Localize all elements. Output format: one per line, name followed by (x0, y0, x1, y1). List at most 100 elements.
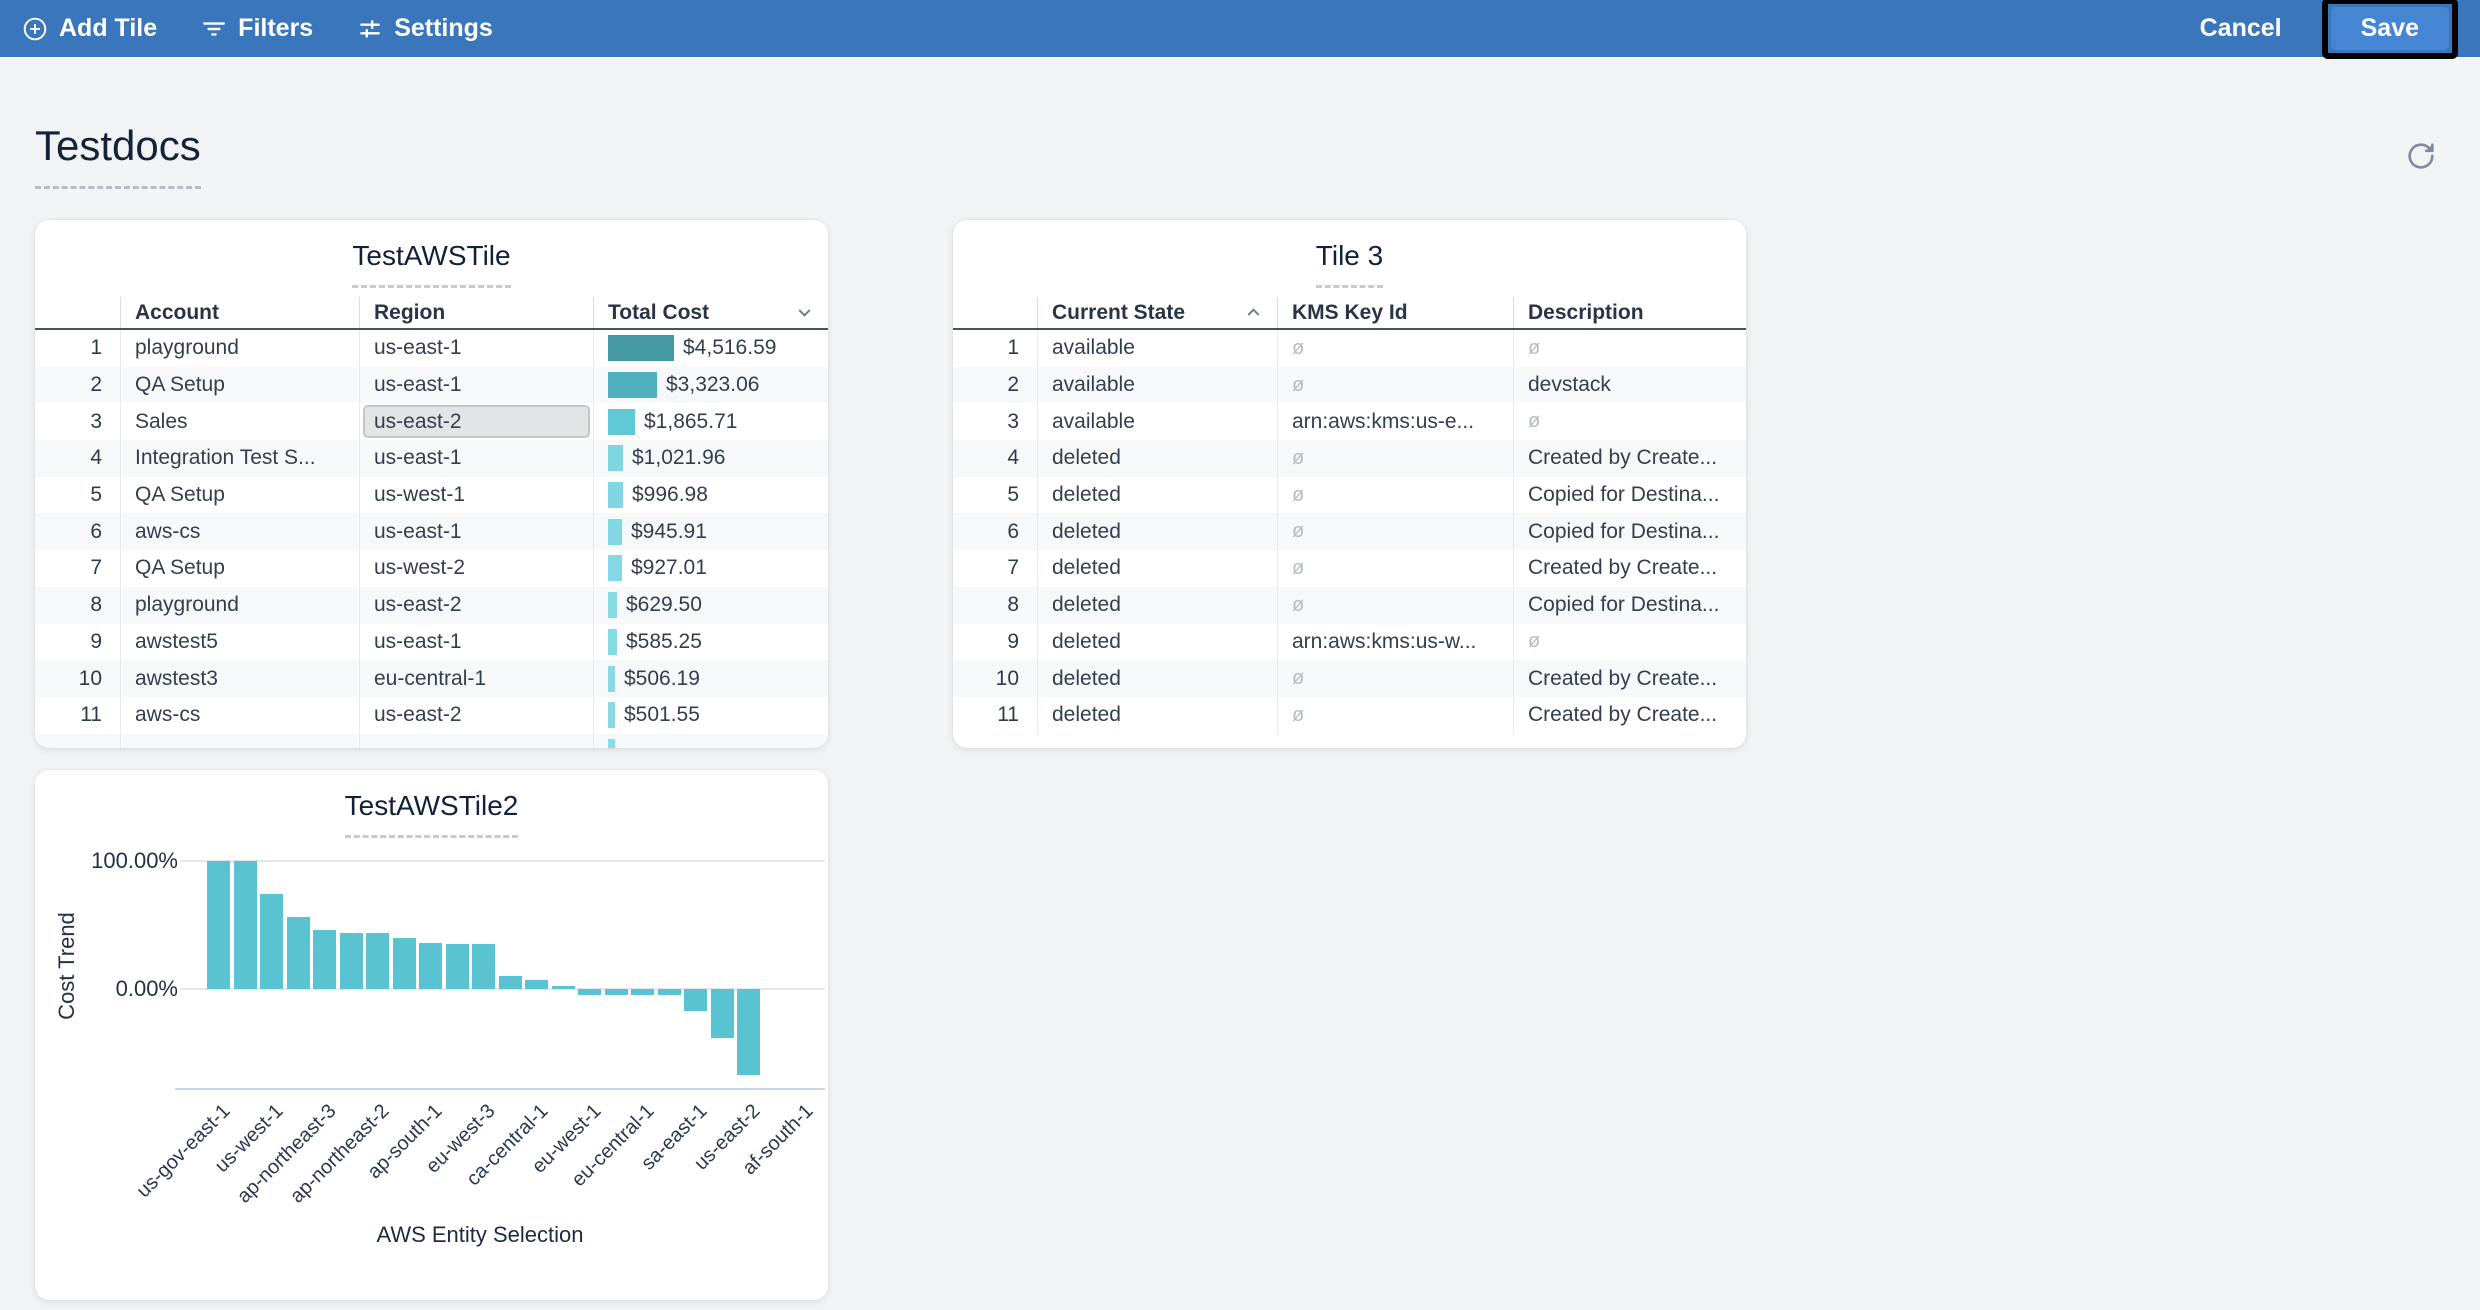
column-header-description[interactable]: Description (1528, 300, 1644, 324)
settings-button[interactable]: Settings (357, 14, 493, 43)
cell-account[interactable]: QA Setup (121, 366, 360, 404)
cell-region[interactable] (360, 733, 594, 748)
cell-current-state[interactable]: available (1038, 366, 1278, 404)
chart-bar (578, 989, 601, 996)
cell-current-state[interactable]: deleted (1038, 513, 1278, 551)
table-row: 4 Integration Test S... us-east-1 $1,021.96 (35, 440, 828, 477)
cell-kms-key-id[interactable]: arn:aws:kms:us-w... (1278, 623, 1514, 661)
y-axis-title: Cost Trend (54, 912, 79, 1020)
cell-description[interactable]: Created by Create... (1528, 446, 1718, 470)
cell-total-cost[interactable]: $585.25 (594, 624, 828, 661)
cell-total-cost[interactable]: $506.19 (594, 660, 828, 697)
row-number: 2 (35, 366, 121, 404)
plus-circle-icon (22, 16, 48, 42)
page-title[interactable]: Testdocs (35, 122, 201, 189)
cell-total-cost[interactable]: $1,021.96 (594, 440, 828, 477)
cell-kms-key-id[interactable]: ø (1278, 366, 1514, 404)
column-header-account[interactable]: Account (121, 297, 360, 328)
cancel-button[interactable]: Cancel (2199, 14, 2282, 42)
cell-description[interactable]: devstack (1528, 373, 1611, 397)
cell-description[interactable]: ø (1528, 336, 1541, 359)
cell-region[interactable]: us-east-1 (360, 623, 594, 661)
cell-description[interactable]: Created by Create... (1528, 556, 1718, 580)
cell-account[interactable]: playground (121, 586, 360, 624)
cell-current-state[interactable]: deleted (1038, 586, 1278, 624)
cell-region[interactable]: eu-central-1 (360, 660, 594, 697)
cell-account[interactable]: QA Setup (121, 550, 360, 587)
cell-kms-key-id[interactable]: ø (1278, 440, 1514, 477)
row-number: 1 (35, 330, 121, 367)
cell-kms-key-id[interactable]: ø (1278, 476, 1514, 514)
cell-description[interactable]: ø (1528, 410, 1541, 433)
cell-total-cost[interactable]: $629.50 (594, 587, 828, 624)
cell-region[interactable]: us-east-2 (360, 403, 594, 441)
column-header-current-state[interactable]: Current State (1038, 297, 1278, 328)
cell-region[interactable]: us-east-2 (360, 696, 594, 734)
cell-total-cost[interactable]: $996.98 (594, 477, 828, 514)
cost-value: $1,021.96 (632, 446, 726, 470)
tile1-table-header: Account Region Total Cost (35, 297, 828, 330)
cell-account[interactable]: Sales (121, 403, 360, 441)
cell-total-cost[interactable] (594, 734, 828, 748)
cell-total-cost[interactable]: $4,516.59 (594, 330, 828, 367)
table-row: 5 QA Setup us-west-1 $996.98 (35, 476, 828, 514)
cell-region[interactable]: us-east-1 (360, 440, 594, 477)
cell-description[interactable]: Copied for Destina... (1528, 483, 1720, 507)
cell-account[interactable]: playground (121, 330, 360, 367)
cell-current-state[interactable]: deleted (1038, 623, 1278, 661)
cell-account[interactable]: QA Setup (121, 476, 360, 514)
cell-total-cost[interactable]: $501.55 (594, 697, 828, 734)
cell-current-state[interactable]: deleted (1038, 440, 1278, 477)
cell-region[interactable]: us-east-2 (360, 586, 594, 624)
column-header-total-cost[interactable]: Total Cost (594, 297, 828, 328)
cell-description[interactable]: Created by Create... (1528, 703, 1718, 727)
cell-kms-key-id[interactable]: ø (1278, 696, 1514, 734)
cell-current-state[interactable]: deleted (1038, 550, 1278, 587)
tile2-title[interactable]: Tile 3 (1315, 240, 1384, 288)
cell-account[interactable]: Integration Test S... (121, 440, 360, 477)
chart-bar (286, 917, 310, 989)
cell-account[interactable] (121, 733, 360, 748)
cell-total-cost[interactable]: $3,323.06 (594, 367, 828, 404)
cell-kms-key-id[interactable]: ø (1278, 330, 1514, 367)
cell-current-state[interactable]: available (1038, 403, 1278, 441)
cell-total-cost[interactable]: $945.91 (594, 513, 828, 550)
chart-bar (604, 989, 628, 996)
cell-current-state[interactable]: deleted (1038, 476, 1278, 514)
refresh-icon[interactable] (2405, 140, 2437, 177)
cell-description[interactable]: Copied for Destina... (1528, 593, 1720, 617)
cell-region[interactable]: us-east-1 (360, 366, 594, 404)
cell-current-state[interactable]: deleted (1038, 696, 1278, 734)
cell-description[interactable]: Copied for Destina... (1528, 519, 1720, 543)
cell-total-cost[interactable]: $1,865.71 (594, 403, 828, 440)
cell-account[interactable]: aws-cs (121, 513, 360, 551)
cell-total-cost[interactable]: $927.01 (594, 550, 828, 587)
column-header-kms-key-id[interactable]: KMS Key Id (1278, 297, 1514, 328)
tile3-title[interactable]: TestAWSTile2 (344, 790, 519, 838)
cell-account[interactable]: aws-cs (121, 696, 360, 734)
cell-account[interactable]: awstest5 (121, 623, 360, 661)
cell-description[interactable]: ø (1528, 630, 1541, 653)
cell-description[interactable]: Created by Create... (1528, 666, 1718, 690)
tile1-title[interactable]: TestAWSTile (352, 240, 511, 288)
cell-region[interactable]: us-west-2 (360, 550, 594, 587)
cell-current-state[interactable]: deleted (1038, 660, 1278, 697)
cell-region[interactable]: us-west-1 (360, 476, 594, 514)
column-header-region[interactable]: Region (360, 297, 594, 328)
cell-kms-key-id[interactable]: ø (1278, 660, 1514, 697)
cell-kms-key-id[interactable]: arn:aws:kms:us-e... (1278, 403, 1514, 441)
cell-current-state[interactable]: available (1038, 330, 1278, 367)
cell-account[interactable]: awstest3 (121, 660, 360, 697)
filters-button[interactable]: Filters (201, 14, 313, 43)
add-tile-label: Add Tile (59, 14, 158, 42)
cell-kms-key-id[interactable]: ø (1278, 586, 1514, 624)
save-button[interactable]: Save (2330, 7, 2449, 50)
row-number: 11 (953, 696, 1038, 734)
add-tile-button[interactable]: Add Tile (22, 14, 157, 43)
row-number: 4 (953, 440, 1038, 477)
cell-region[interactable]: us-east-1 (360, 513, 594, 551)
cell-kms-key-id[interactable]: ø (1278, 550, 1514, 587)
cell-kms-key-id[interactable]: ø (1278, 513, 1514, 551)
cell-region[interactable]: us-east-1 (360, 330, 594, 367)
